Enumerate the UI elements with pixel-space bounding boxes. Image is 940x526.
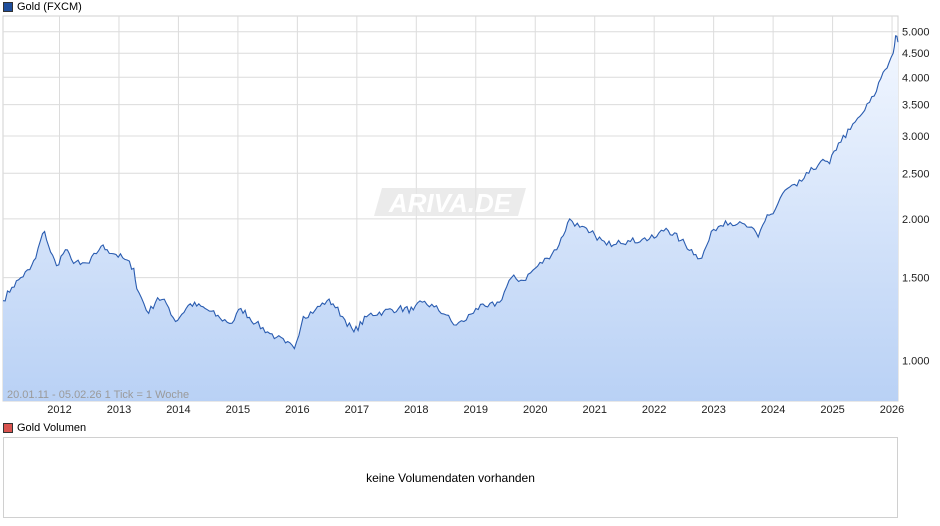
x-tick-label: 2023 <box>701 404 725 416</box>
y-tick-label: 4.000 <box>902 72 930 84</box>
x-tick-label: 2026 <box>880 404 904 416</box>
volume-empty-message: keine Volumendaten vorhanden <box>366 470 535 485</box>
x-axis: 2012 2013 2014 2015 2016 2017 2018 2019 2020 2021… <box>47 404 904 416</box>
volume-panel: keine Volumendaten vorhanden <box>3 437 898 518</box>
volume-legend: Gold Volumen <box>3 421 86 435</box>
price-legend-swatch <box>3 2 13 12</box>
x-tick-label: 2013 <box>107 404 131 416</box>
x-tick-label: 2012 <box>47 404 71 416</box>
x-tick-label: 2021 <box>582 404 606 416</box>
watermark: ARIVA.DE <box>374 188 526 218</box>
x-tick-label: 2015 <box>226 404 250 416</box>
watermark-text: ARIVA.DE <box>388 188 512 218</box>
x-tick-label: 2025 <box>820 404 844 416</box>
y-tick-label: 5.000 <box>902 27 930 39</box>
y-tick-label: 3.500 <box>902 100 930 112</box>
price-area <box>3 35 898 402</box>
volume-legend-label: Gold Volumen <box>17 422 87 434</box>
x-tick-label: 2016 <box>285 404 309 416</box>
range-info: 20.01.11 - 05.02.26 1 Tick = 1 Woche <box>7 389 189 401</box>
price-legend: Gold (FXCM) <box>3 0 82 14</box>
y-tick-label: 3.000 <box>902 131 930 143</box>
x-tick-label: 2024 <box>761 404 785 416</box>
x-tick-label: 2022 <box>642 404 666 416</box>
y-tick-label: 1.000 <box>902 355 930 367</box>
x-tick-label: 2014 <box>166 404 190 416</box>
y-tick-label: 2.500 <box>902 168 930 180</box>
x-tick-label: 2019 <box>464 404 488 416</box>
y-tick-label: 2.000 <box>902 214 930 226</box>
price-line <box>2 35 899 350</box>
y-axis: 1.000 1.500 2.000 2.500 3.000 3.500 4.000 4.500… <box>902 27 930 368</box>
x-tick-label: 2017 <box>345 404 369 416</box>
price-legend-label: Gold (FXCM) <box>17 1 82 13</box>
y-tick-label: 1.500 <box>902 273 930 285</box>
volume-legend-swatch <box>3 423 13 433</box>
x-tick-label: 2018 <box>404 404 428 416</box>
price-chart: ARIVA.DE 2012 2013 2014 2015 2016 2017 2018 201… <box>2 15 930 416</box>
y-tick-label: 4.500 <box>902 48 930 60</box>
x-tick-label: 2020 <box>523 404 547 416</box>
